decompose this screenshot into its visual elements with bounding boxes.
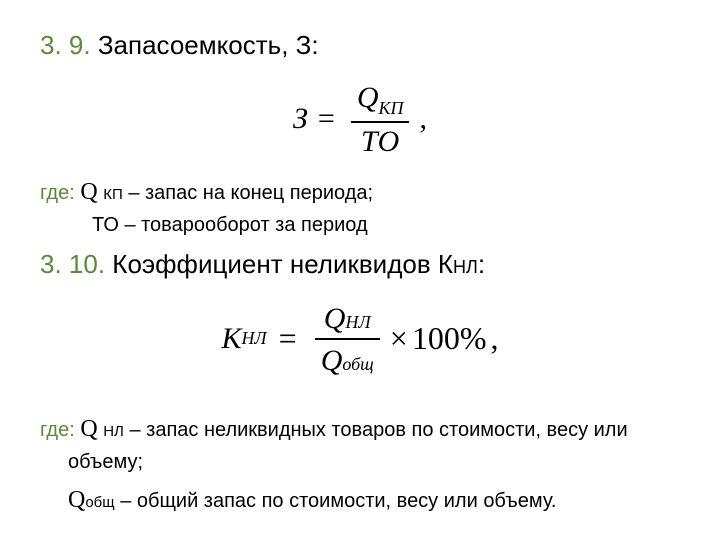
def-text: – запас неликвидных товаров по стоимости… — [129, 419, 627, 441]
section-text: Коэффициент неликвидов КНЛ: — [112, 249, 485, 279]
numerator: QНЛ — [318, 300, 377, 335]
frac-bar — [315, 338, 380, 340]
sub: КП — [103, 186, 123, 203]
sym: Q — [68, 487, 85, 513]
formula-1: З = QКП ТО , — [40, 81, 680, 158]
section-num: 3. 10. — [40, 249, 105, 279]
lhs: З — [293, 102, 308, 136]
sub: НЛ — [103, 423, 124, 440]
def-2-1: где: Q НЛ – запас неликвидных товаров по… — [40, 413, 680, 447]
section-text: Запасоемкость, З: — [98, 30, 319, 60]
def-2-1-cont: объему; — [68, 448, 680, 476]
def-text: – общий запас по стоимости, весу или объ… — [120, 490, 556, 512]
def-1-2: ТО – товарооборот за период — [92, 211, 680, 239]
formula-2: КНЛ = QНЛ Qобщ × 100%, — [40, 300, 680, 376]
fraction: QНЛ Qобщ — [315, 300, 380, 376]
def-text: – запас на конец периода; — [128, 182, 373, 204]
trail: , — [490, 320, 498, 357]
sym: Q — [80, 416, 97, 442]
denominator: ТО — [355, 125, 405, 158]
lhs: К — [222, 322, 242, 356]
def-2-2: Qобщ – общий запас по стоимости, весу ил… — [68, 484, 680, 518]
eq: = — [279, 320, 297, 357]
eq: = — [318, 102, 335, 136]
def-text: – товарооборот за период — [124, 214, 367, 236]
sym: ТО — [92, 214, 119, 236]
trail: , — [419, 102, 427, 136]
pct: % — [460, 320, 487, 357]
section-2-title: 3. 10. Коэффициент неликвидов КНЛ: — [40, 249, 680, 280]
where-label: где: — [40, 419, 75, 441]
def-1-1: где: Q КП – запас на конец периода; — [40, 176, 680, 210]
numerator: QКП — [351, 81, 410, 119]
section-1-title: 3. 9. Запасоемкость, З: — [40, 30, 680, 61]
fraction: QКП ТО — [351, 81, 410, 158]
hundred: 100 — [412, 320, 460, 357]
sym: Q — [80, 179, 97, 205]
times: × — [390, 320, 408, 357]
where-label: где: — [40, 182, 75, 204]
frac-bar — [351, 121, 410, 123]
sub: общ — [85, 494, 114, 511]
denominator: Qобщ — [315, 342, 380, 377]
section-num: 3. 9. — [40, 30, 91, 60]
